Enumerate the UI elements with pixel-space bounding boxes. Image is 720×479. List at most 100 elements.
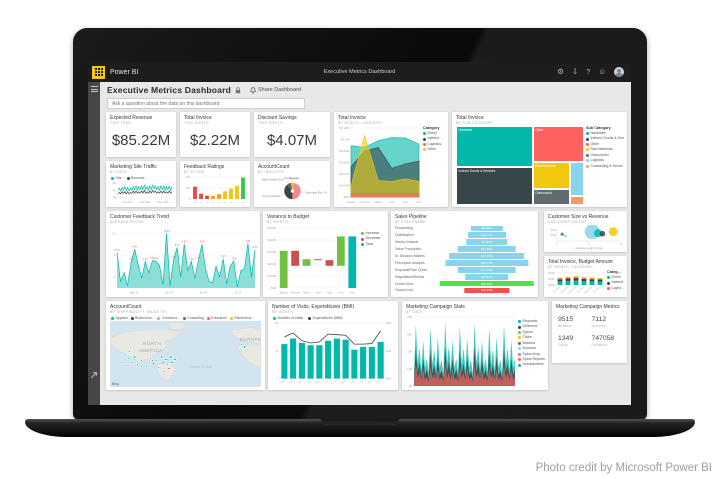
user-avatar[interactable] — [614, 67, 624, 77]
svg-text:May: May — [403, 200, 409, 204]
svg-text:50: 50 — [276, 349, 279, 353]
tile-subtitle: BY SUB CATEGORY — [456, 121, 494, 125]
legend-item: Raw Materials — [586, 147, 624, 152]
tile-discount-savings[interactable]: Discount Savings THIS MONTH $4.07M — [254, 112, 330, 157]
treemap-block[interactable]: Indirect Goods & Services — [456, 167, 533, 205]
funnel-stage-label: Perception Analysis — [395, 260, 425, 265]
tile-feedback-ratings[interactable]: Feedback Ratings BY SCORE 200 100 0 0 1 2 3 4 5 6… — [180, 161, 250, 207]
svg-text:20K: 20K — [407, 350, 413, 354]
metric-delivered: 747058 Delivered — [592, 335, 622, 347]
map-attribution: Bing — [112, 382, 119, 386]
treemap-block[interactable] — [569, 162, 584, 196]
funnel-stage-row[interactable]: Prospecting $8.64M — [395, 225, 534, 232]
funnel-value: $11.83M — [481, 240, 493, 245]
account-donut-chart: Apparel Specialty Ret. Or... Transportatio… — [258, 175, 330, 205]
menu-icon[interactable] — [90, 86, 98, 94]
legend-item: Expenditures (BMI) — [308, 316, 343, 321]
share-dashboard-label: Share Dashboard — [257, 87, 302, 93]
metric-blocked: 9515 Blocked — [558, 316, 588, 328]
help-icon[interactable]: ? — [586, 67, 591, 77]
svg-text:8.56: 8.56 — [132, 246, 137, 249]
funnel-bar: $24.73M — [448, 253, 525, 259]
feedback-trend-chart: 10 8 6 8.25 7.40 8.56 7.43 7.50 7.46 10.00 7.60 8.7… — [110, 225, 258, 295]
svg-text:30K: 30K — [407, 332, 413, 336]
tile-invoice-by-month[interactable]: Total Invoice BY MONTH, CATEGORY $0.12M $… — [334, 112, 448, 207]
tile-invoice-treemap[interactable]: Total Invoice BY SUB CATEGORY Hardware In… — [452, 112, 627, 207]
svg-text:Oct: Oct — [359, 380, 364, 385]
funnel-stage-row[interactable]: Closed Won $26.19M — [395, 280, 534, 287]
tile-customer-scatter[interactable]: Customer Size vs Revenue CUSTOMER GROUP … — [544, 211, 627, 252]
funnel-stage-label: Closed Won — [395, 281, 414, 286]
expand-arrow-icon[interactable] — [90, 371, 98, 379]
share-dashboard-button[interactable]: Share Dashboard — [250, 86, 302, 94]
download-icon[interactable]: ⇩ — [571, 67, 579, 77]
tile-invoice-budget[interactable]: Total Invoice, Budget Amount BY MONTH, C… — [544, 256, 627, 297]
svg-text:May 2015: May 2015 — [584, 286, 593, 294]
svg-text:7.60: 7.60 — [171, 256, 176, 259]
feedback-smiley-icon[interactable]: ☺ — [598, 67, 606, 77]
map-dot — [150, 358, 154, 362]
map-dot — [242, 345, 247, 349]
tile-title: Customer Feedback Trend — [110, 214, 170, 220]
treemap-block[interactable]: Outsourced — [532, 189, 570, 205]
chart-legend: Number of Visits Expenditures (BMI) — [273, 316, 395, 321]
legend-item: Opens — [518, 330, 545, 335]
svg-text:Value Added Res...: Value Added Res... — [262, 178, 287, 182]
tile-campaign-metrics[interactable]: Marketing Campaign Metrics 9515 Blocked … — [552, 301, 627, 363]
treemap-block[interactable] — [569, 195, 584, 205]
treemap-block[interactable]: Other — [532, 126, 584, 163]
tile-feedback-trend[interactable]: Customer Feedback Trend AVERAGE SCORE 10… — [106, 211, 260, 297]
treemap-block[interactable]: Hardware — [456, 126, 533, 168]
tile-account-map[interactable]: AccountCount BY SHIPPINGCITY, INDUSTRY A… — [106, 301, 265, 390]
account-map-chart[interactable]: NORTH AMERICA EUROPE Atlantic Ocean Bing — [110, 321, 261, 387]
settings-gear-icon[interactable]: ⚙ — [557, 67, 564, 77]
tile-subtitle: BY SCORE — [184, 170, 205, 174]
tile-account-donut[interactable]: AccountCount BY INDUSTRY Apparel Specialt… — [254, 161, 330, 207]
tile-total-invoice-kpi[interactable]: Total Invoice THIS MONTH $2.22M — [180, 112, 250, 157]
svg-text:0: 0 — [189, 197, 191, 201]
tile-variance-budget[interactable]: Variance to Budget BY MONTH $500K $400K $3… — [263, 211, 388, 297]
funnel-stage-row[interactable]: Value Proposition $17.83M — [395, 246, 534, 253]
funnel-value: $24.73M — [481, 254, 493, 258]
tile-title: Variance to Budget — [267, 214, 310, 220]
metric-value: 1349 — [558, 335, 574, 342]
funnel-stage-row[interactable]: Closed Lost $13.25M — [395, 287, 534, 294]
funnel-stage-row[interactable]: Proposal/Price Quote $17.92M — [395, 266, 534, 273]
legend-item: Outsourced — [586, 153, 624, 158]
legend-item: Apparel — [111, 316, 128, 321]
qa-input[interactable] — [107, 98, 305, 109]
legend-item: Total — [361, 242, 385, 247]
svg-text:8: 8 — [114, 253, 116, 257]
funnel-stage-row[interactable]: Negotiation/Review $12.67M — [395, 273, 534, 280]
svg-text:10K: 10K — [407, 367, 413, 371]
legend-item: Direct — [607, 275, 624, 280]
nav-pane — [88, 82, 100, 405]
legend-item: Delivered — [518, 324, 545, 329]
funnel-stage-row[interactable]: Perception Analysis $25.77M — [395, 259, 534, 266]
tile-expected-revenue[interactable]: Expected Revenue THIS YEAR $85.22M — [106, 112, 176, 157]
funnel-stage-label: Value Proposition — [395, 247, 422, 252]
svg-text:Apr 2015: Apr 2015 — [576, 285, 585, 294]
svg-text:6: 6 — [230, 201, 232, 204]
funnel-stage-row[interactable]: Needs Analysis $11.83M — [395, 239, 534, 246]
legend-item: Unsubscribes — [518, 362, 545, 367]
svg-text:February: February — [359, 200, 370, 204]
map-dot — [144, 364, 148, 368]
funnel-stage-row[interactable]: Qualification $10.77M — [395, 232, 534, 239]
tile-visits[interactable]: Number of Visits, Expenditures (BMI) BY … — [268, 301, 398, 390]
treemap-block[interactable]: Raw Materials — [532, 162, 570, 190]
tile-sales-pipeline[interactable]: Sales Pipeline BY STAGENAME Prospecting $… — [391, 211, 538, 297]
tile-subtitle: BY MONTH — [272, 310, 293, 314]
tile-subtitle: BY STAGENAME — [395, 220, 426, 224]
funnel-stage-row[interactable]: Id. Decision Makers $24.73M — [395, 253, 534, 260]
photo-credit: Photo credit by Microsoft Power BI — [535, 462, 712, 474]
powerbi-waffle-logo-icon[interactable] — [92, 65, 105, 79]
legend-item: Bounces — [126, 176, 145, 181]
tile-site-traffic[interactable]: Marketing Site Traffic BY DATE Hits Bounc… — [106, 161, 176, 207]
tile-campaign-stats[interactable]: Marketing Campaign Stats BY DATE 40K 30K 2… — [402, 301, 548, 390]
tile-title: Total Invoice, Budget Amount — [548, 259, 613, 265]
invoice-area-chart: $0.12M $0.1M $0.08M $0.06M $0.04M $0.02M $0M Ja… — [338, 126, 422, 205]
svg-text:200: 200 — [185, 175, 190, 179]
svg-text:$200K: $200K — [268, 262, 278, 266]
metric-value: 7112 — [591, 316, 607, 323]
